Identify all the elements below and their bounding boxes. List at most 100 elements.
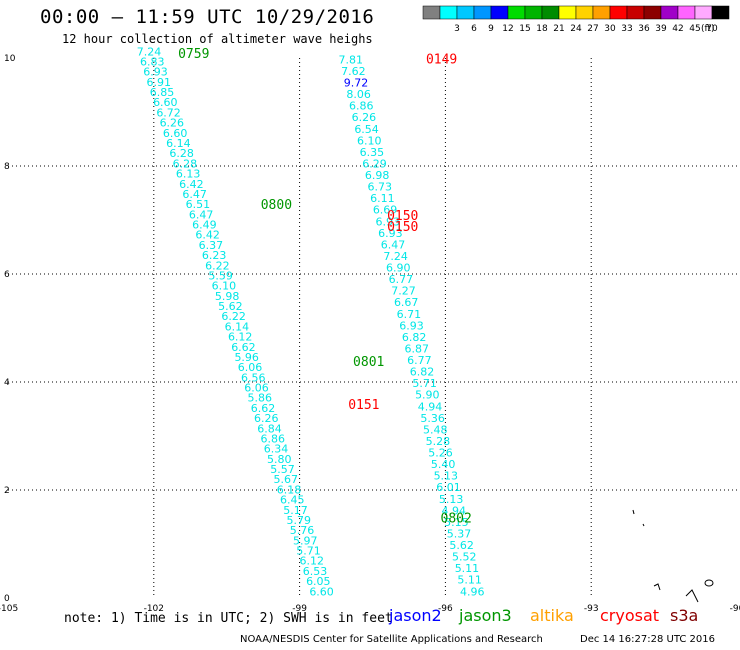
track-value-label: 5.76	[290, 524, 315, 537]
colorbar-legend: 3 6 9 12 15 18 21 24 27 30 33 36 39 42 45 70(ft)	[422, 5, 730, 34]
track-value-label: 6.51	[186, 198, 211, 211]
colorbar-bin	[677, 5, 696, 20]
track-value-label: 5.37	[447, 527, 472, 540]
track-value-label: 4.94	[418, 400, 443, 413]
colorbar-bin	[711, 5, 730, 20]
y-tick-label: 6	[4, 270, 10, 280]
y-tick-label: 2	[4, 486, 10, 496]
legend-jason2: jason2	[389, 606, 442, 625]
track-value-label: 6.42	[179, 178, 204, 191]
track-value-label: 6.22	[205, 259, 230, 272]
track-value-label: 5.97	[293, 534, 318, 547]
track-value-label: 5.86	[247, 392, 271, 405]
colorbar-bin	[609, 5, 628, 20]
y-tick-label: 8	[4, 162, 10, 172]
colorbar-tick-label: 30	[604, 24, 616, 34]
track-value-label: 6.91	[147, 76, 172, 89]
track-value-label: 6.26	[254, 412, 279, 425]
track-value-label: 6.90	[386, 262, 411, 275]
track-value-label: 5.98	[215, 290, 240, 303]
track-value-label: 5.48	[423, 423, 448, 436]
track-value-label: 8.06	[346, 88, 371, 101]
coastline-fragment	[632, 509, 714, 603]
track-value-label: 6.11	[370, 192, 395, 205]
track-value-label: 6.93	[378, 227, 403, 240]
colorbar-bin	[507, 5, 526, 20]
pass-time-label: 0800	[261, 198, 292, 213]
axis-tick-labels: -105 -102 -99 -96 -93 -90 0 2 4 6 8 10	[0, 54, 740, 614]
colorbar-tick-label: 45	[689, 24, 700, 34]
x-tick-label: -93	[584, 604, 599, 614]
colorbar-tick-label: 3	[454, 24, 460, 34]
colorbar-bin	[524, 5, 543, 20]
track-value-label: 6.28	[173, 157, 198, 170]
y-tick-label: 4	[4, 378, 10, 388]
x-tick-label: -102	[144, 604, 164, 614]
colorbar-tick-label: 12	[502, 24, 513, 34]
track-value-label: 5.62	[449, 539, 474, 552]
x-tick-label: -90	[730, 604, 740, 614]
track-value-label: 6.28	[169, 147, 194, 160]
track-value-label: 5.59	[208, 269, 233, 282]
track-value-label: 6.73	[368, 181, 393, 194]
track-value-label: 5.67	[274, 473, 299, 486]
track-value-label: 6.85	[150, 86, 175, 99]
colorbar-tick-label: 9	[488, 24, 494, 34]
track-value-label: 6.93	[399, 319, 424, 332]
colorbar-bin	[694, 5, 713, 20]
track-value-label: 6.60	[153, 96, 178, 109]
track-value-label: 6.34	[264, 443, 289, 456]
track-value-label: 6.67	[394, 296, 419, 309]
page-subtitle: 12 hour collection of altimeter wave hei…	[62, 32, 373, 46]
track-value-label: 6.54	[354, 123, 379, 136]
track-value-label: 6.47	[381, 238, 406, 251]
timestamp-text: Dec 14 16:27:28 UTC 2016	[580, 634, 715, 645]
y-tick-label: 10	[4, 54, 16, 64]
track-value-label: 5.15	[444, 516, 469, 529]
track-value-label: 5.71	[296, 545, 321, 558]
colorbar-tick-label: 70	[706, 24, 718, 34]
track-value-label: 6.93	[375, 215, 400, 228]
track-value-label: 6.13	[176, 168, 201, 181]
track-value-label: 5.40	[431, 458, 456, 471]
track-value-label: 5.13	[439, 493, 464, 506]
track-value-label: 6.69	[373, 204, 398, 217]
track-value-label: 7.27	[391, 285, 416, 298]
track-value-label: 6.06	[244, 382, 269, 395]
colorbar-bin	[439, 5, 458, 20]
track-value-label: 6.62	[251, 402, 276, 415]
track-value-label: 6.42	[195, 229, 220, 242]
track-value-label: 6.35	[360, 146, 385, 159]
colorbar-bin	[558, 5, 577, 20]
track-value-label: 6.26	[160, 117, 185, 130]
track-value-label: 6.53	[303, 565, 328, 578]
track-value-label: 6.72	[156, 106, 181, 119]
track-value-label: 6.62	[231, 341, 256, 354]
track-value-label: 5.52	[452, 551, 477, 564]
colorbar-bin	[660, 5, 679, 20]
track-value-label: 6.83	[140, 55, 165, 68]
legend-altika: altika	[530, 606, 574, 625]
x-tick-label: -99	[292, 604, 307, 614]
y-tick-label: 0	[4, 594, 10, 604]
colorbar-bin	[643, 5, 662, 20]
track-value-label: 7.81	[338, 53, 363, 66]
track-value-label: 5.36	[420, 412, 445, 425]
track-value-label: 5.17	[283, 504, 308, 517]
track-value-label: 6.14	[166, 137, 191, 150]
pass-time-label: 0151	[348, 398, 379, 413]
colorbar-bin	[541, 5, 560, 20]
track-value-label: 6.05	[306, 575, 331, 588]
colorbar-tick-label: 39	[655, 24, 667, 34]
track-value-label: 6.12	[300, 555, 325, 568]
track-value-label: 5.62	[218, 300, 243, 313]
track-value-label: 6.87	[405, 342, 430, 355]
track-value-label: 6.22	[221, 310, 246, 323]
colorbar-bin	[490, 5, 509, 20]
colorbar-bin	[575, 5, 594, 20]
track-value-label: 5.96	[234, 351, 259, 364]
track-value-label: 5.80	[267, 453, 292, 466]
legend-s3a: s3a	[670, 606, 699, 625]
